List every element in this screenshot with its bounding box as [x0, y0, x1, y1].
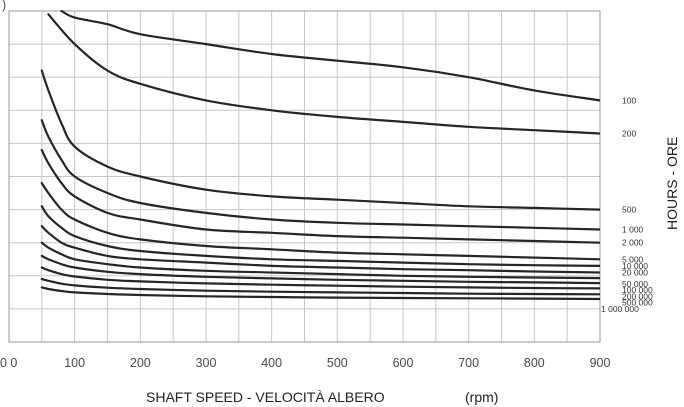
x-tick-label: 600 [393, 356, 414, 370]
y-axis-title: HOURS - ORE [664, 137, 680, 230]
hours-label: 1 000 000 [601, 304, 639, 314]
x-tick-label: 700 [458, 356, 479, 370]
series-line-100 [60, 9, 600, 102]
x-tick-label: 900 [590, 356, 611, 370]
series-line-10000 [40, 205, 600, 267]
x-axis-ticks: 0 0 100 200 300 400 500 600 700 800 900 [0, 356, 610, 370]
hours-label: 50 000 [622, 279, 648, 289]
hours-label: 10 000 [622, 261, 648, 271]
series-line-200000 [40, 266, 600, 290]
series-line-100000 [40, 254, 600, 285]
hours-label: 20 000 [622, 268, 648, 278]
series-line-20000 [40, 225, 600, 274]
series-line-200 [47, 13, 600, 135]
x-tick-label: 100 [64, 356, 85, 370]
hours-label: 200 [622, 129, 636, 139]
x-tick-label: 300 [196, 356, 217, 370]
series-line-5000 [40, 182, 600, 261]
hours-label: 2 000 [622, 238, 644, 248]
series-line-1000 [40, 119, 600, 231]
plot-frame [8, 10, 601, 343]
series-line-500000 [40, 278, 600, 296]
hours-label: 200 000 [622, 291, 653, 301]
x-axis-unit: (rpm) [465, 389, 498, 405]
x-tick-label: 400 [261, 356, 282, 370]
series-line-2000 [40, 148, 600, 244]
hours-label: 1 000 [622, 225, 644, 235]
x-tick-label: 500 [327, 356, 348, 370]
hours-label: 500 [622, 205, 636, 215]
corner-label: ) [2, 0, 6, 12]
hours-label: 100 [622, 95, 636, 105]
chart-series [40, 9, 600, 301]
hours-label: 5 000 [622, 254, 644, 264]
series-line-500 [40, 69, 600, 211]
x-tick-label: 0 0 [0, 356, 17, 370]
hours-label: 500 000 [622, 298, 653, 308]
series-line-50000 [40, 241, 600, 280]
series-line-1000000 [40, 286, 600, 301]
hours-label: 100 000 [622, 285, 653, 295]
x-tick-label: 800 [524, 356, 545, 370]
x-tick-label: 200 [130, 356, 151, 370]
x-axis-title: SHAFT SPEED - VELOCITÀ ALBERO [146, 389, 385, 405]
